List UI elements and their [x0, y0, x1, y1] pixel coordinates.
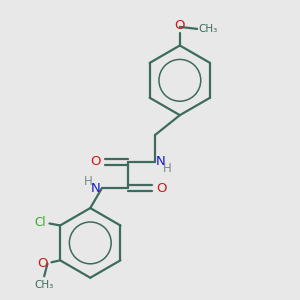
- Text: N: N: [156, 155, 165, 168]
- Text: CH₃: CH₃: [199, 24, 218, 34]
- Text: O: O: [37, 257, 47, 270]
- Text: H: H: [84, 175, 92, 188]
- Text: CH₃: CH₃: [34, 280, 54, 290]
- Text: O: O: [156, 182, 167, 195]
- Text: Cl: Cl: [34, 216, 46, 229]
- Text: N: N: [91, 182, 100, 195]
- Text: H: H: [163, 162, 172, 175]
- Text: O: O: [90, 155, 101, 168]
- Text: O: O: [175, 19, 185, 32]
